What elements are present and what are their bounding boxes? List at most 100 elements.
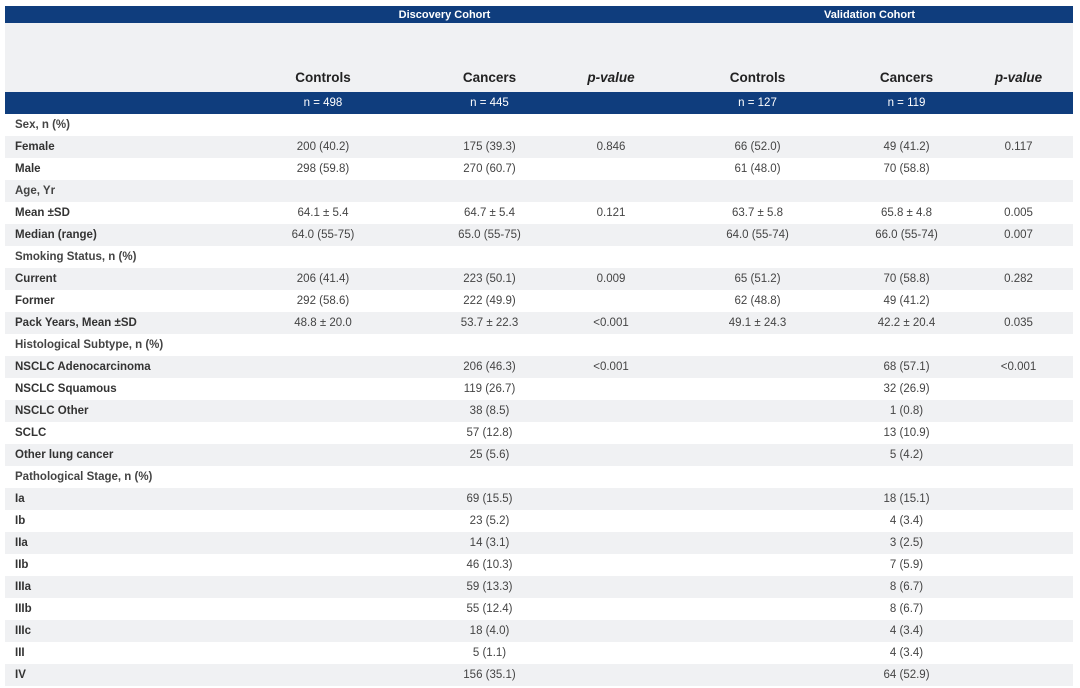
validation-controls-cell — [666, 466, 849, 488]
section-header-row: Pathological Stage, n (%) — [5, 466, 1073, 488]
table-row: Female 200 (40.2) 175 (39.3) 0.846 66 (52.0)… — [5, 136, 1074, 158]
discovery-cancers-cell: 57 (12.8) — [466, 427, 513, 439]
row-label: Median (range) — [5, 224, 223, 246]
row-label: Other lung cancer — [5, 444, 223, 466]
validation-controls-cell — [666, 356, 850, 378]
discovery-controls-cell: 292 (58.6) — [296, 295, 350, 307]
validation-pvalue-header: p-value — [964, 23, 1074, 92]
validation-pvalue-cell — [964, 576, 1074, 598]
table-row: Ib 23 (5.2) 4 (3.4) — [5, 510, 1073, 532]
discovery-pvalue-cell — [556, 246, 666, 268]
discovery-pvalue-header: p-value — [556, 23, 667, 92]
discovery-cohort-heading: Discovery Cohort — [223, 6, 667, 23]
discovery-cancers-cell: 206 (46.3) — [423, 356, 556, 378]
discovery-controls-cell — [223, 488, 423, 510]
validation-controls-cell — [666, 334, 849, 356]
validation-controls-cell — [666, 532, 850, 554]
cohort-group-header: Discovery Cohort Validation Cohort — [5, 6, 1074, 23]
row-label: IIIb — [15, 603, 32, 615]
validation-controls-n: n = 127 — [666, 92, 850, 114]
discovery-controls-cell — [223, 620, 423, 642]
validation-cancers-cell — [849, 180, 965, 202]
validation-controls-cell: 63.7 ± 5.8 — [731, 207, 784, 219]
row-label: Mean ±SD — [15, 207, 70, 219]
validation-pvalue-cell — [964, 246, 1073, 268]
discovery-pvalue-cell — [556, 114, 666, 136]
discovery-controls-cell — [223, 246, 423, 268]
discovery-cancers-cell: 38 (8.5) — [423, 400, 556, 422]
section-header-row: Sex, n (%) — [5, 114, 1073, 136]
validation-pvalue-cell: 0.117 — [964, 136, 1074, 158]
discovery-cancers-cell: 270 (60.7) — [463, 163, 516, 175]
validation-controls-cell — [666, 488, 850, 510]
validation-controls-cell — [666, 576, 850, 598]
discovery-controls-cell — [223, 532, 423, 554]
validation-controls-cell — [666, 180, 850, 202]
validation-controls-cell — [666, 114, 849, 136]
section-label: Sex, n (%) — [15, 119, 70, 131]
validation-cancers-cell: 3 (2.5) — [849, 532, 965, 554]
sample-size-row: n = 498 n = 445 n = 127 n = 119 — [5, 92, 1074, 114]
validation-pvalue-cell — [964, 664, 1074, 686]
row-label: IIa — [5, 532, 223, 554]
discovery-pvalue-cell — [556, 488, 667, 510]
row-label: Ia — [5, 488, 223, 510]
discovery-controls-cell: 200 (40.2) — [223, 136, 423, 158]
discovery-pvalue-cell: 0.846 — [556, 136, 667, 158]
validation-cancers-cell — [849, 246, 964, 268]
validation-cancers-cell: 8 (6.7) — [849, 576, 965, 598]
discovery-pvalue-cell — [556, 444, 667, 466]
discovery-cancers-cell: 156 (35.1) — [423, 664, 556, 686]
discovery-cancers-cell — [423, 246, 556, 268]
table-row: Median (range) 64.0 (55-75) 65.0 (55-75) 64… — [5, 224, 1074, 246]
validation-cancers-cell: 7 (5.9) — [889, 559, 924, 571]
table-row: IIIb 55 (12.4) 8 (6.7) — [5, 598, 1073, 620]
validation-pvalue-cell: 0.282 — [964, 268, 1074, 290]
discovery-cancers-n: n = 445 — [423, 92, 556, 114]
discovery-pvalue-spacer — [556, 92, 667, 114]
row-label: SCLC — [15, 427, 47, 439]
section-label: Pathological Stage, n (%) — [15, 471, 153, 483]
validation-controls-cell: 65 (51.2) — [666, 268, 850, 290]
discovery-controls-cell: 206 (41.4) — [223, 268, 423, 290]
validation-cancers-cell: 18 (15.1) — [849, 488, 965, 510]
validation-cancers-cell: 65.8 ± 4.8 — [880, 207, 933, 219]
discovery-pvalue-cell — [556, 642, 666, 664]
discovery-controls-cell — [223, 554, 423, 576]
discovery-pvalue-cell — [556, 620, 667, 642]
section-label: Age, Yr — [5, 180, 223, 202]
discovery-controls-cell — [223, 180, 423, 202]
validation-pvalue-cell — [964, 290, 1073, 312]
discovery-controls-cell: 298 (59.8) — [296, 163, 350, 175]
table-row: Pack Years, Mean ±SD 48.8 ± 20.0 53.7 ± 22… — [5, 312, 1074, 334]
discovery-controls-cell — [223, 356, 423, 378]
validation-pvalue-cell — [964, 158, 1073, 180]
validation-pvalue-cell: 0.007 — [964, 224, 1074, 246]
validation-pvalue-cell — [964, 466, 1073, 488]
discovery-cancers-cell: 25 (5.6) — [423, 444, 556, 466]
validation-cancers-cell: 4 (3.4) — [849, 620, 965, 642]
validation-pvalue-cell: 0.005 — [1004, 207, 1033, 219]
discovery-pvalue-cell: <0.001 — [556, 356, 667, 378]
discovery-controls-header: Controls — [223, 23, 423, 92]
validation-cancers-cell: 70 (58.8) — [849, 268, 965, 290]
discovery-pvalue-cell — [556, 598, 666, 620]
row-label: Ib — [15, 515, 26, 527]
validation-controls-cell: 64.0 (55-74) — [666, 224, 850, 246]
validation-cancers-cell: 4 (3.4) — [889, 515, 924, 527]
table-row: Former 292 (58.6) 222 (49.9) 62 (48.8) 49 (4… — [5, 290, 1073, 312]
discovery-pvalue-cell: <0.001 — [556, 312, 667, 334]
table-row: NSCLC Other 38 (8.5) 1 (0.8) — [5, 400, 1074, 422]
row-label: NSCLC Squamous — [15, 383, 117, 395]
section-header-row: Smoking Status, n (%) — [5, 246, 1073, 268]
validation-controls-cell — [666, 620, 850, 642]
validation-controls-cell: 61 (48.0) — [734, 163, 781, 175]
label-column-header — [5, 23, 223, 92]
discovery-controls-cell: 48.8 ± 20.0 — [223, 312, 423, 334]
row-label: Current — [5, 268, 223, 290]
discovery-controls-cell — [223, 510, 423, 532]
validation-controls-cell — [666, 444, 850, 466]
table-row: Ia 69 (15.5) 18 (15.1) — [5, 488, 1074, 510]
discovery-cancers-cell: 14 (3.1) — [423, 532, 556, 554]
validation-controls-cell — [666, 400, 850, 422]
